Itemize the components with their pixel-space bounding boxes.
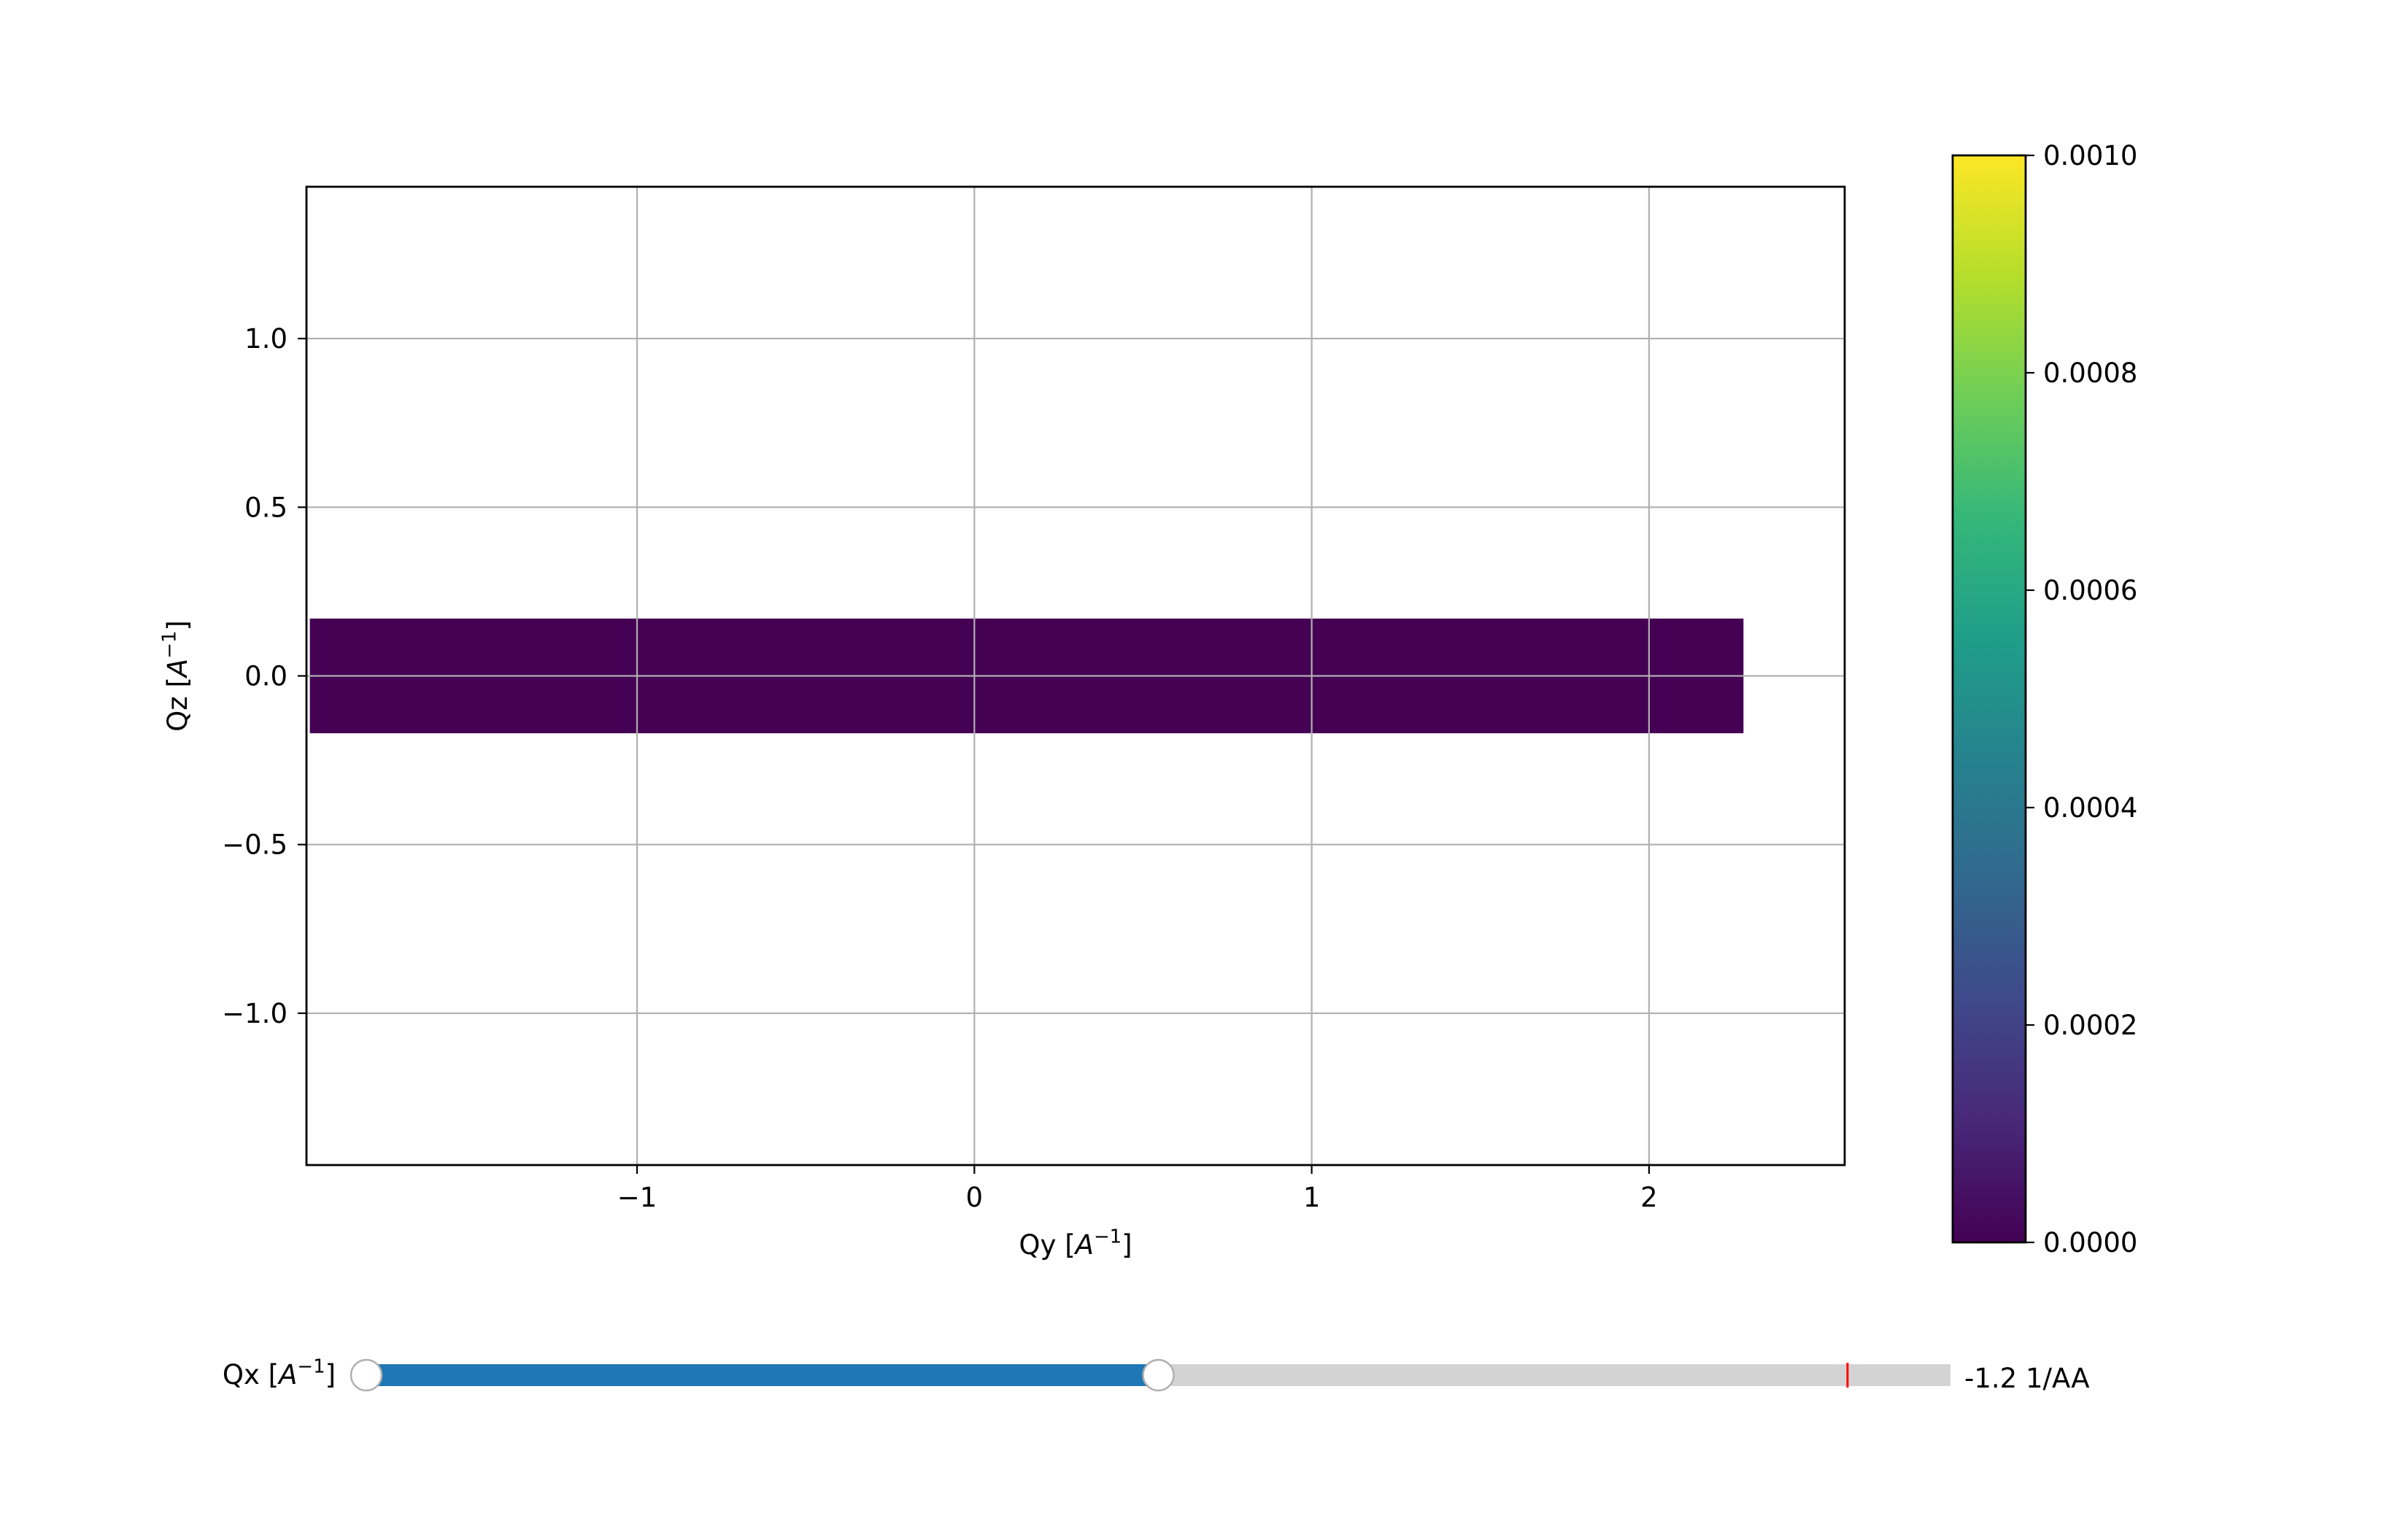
slider-range-fill (366, 1364, 1159, 1386)
slider-handle-min[interactable] (350, 1358, 383, 1392)
x-axis-label: Qy [A−1] (1019, 1226, 1132, 1261)
x-axis-label-close: ] (1122, 1229, 1132, 1261)
y-axis-label: Qz [A−1] (158, 620, 193, 732)
x-tick-label: 0 (966, 1182, 984, 1213)
x-tick-label: 2 (1640, 1182, 1658, 1213)
y-tick-label: 0.5 (244, 492, 288, 523)
main-plot: −1 0 1 21.00.50.0−0.5−1.0Qy [A−1]Qz [A−1] (158, 185, 1846, 1261)
slider-label-text: Qx [ (223, 1359, 279, 1390)
slider-value-text: -1.2 1/AA (1964, 1363, 2090, 1394)
x-tick-label: 1 (1303, 1182, 1321, 1213)
y-axis-label-unit: A (162, 659, 193, 678)
qx-slider[interactable]: Qx [A−1] -1.2 1/AA (223, 1355, 2090, 1394)
x-axis-label-unit: A (1074, 1229, 1094, 1261)
y-tick-label: −0.5 (222, 829, 288, 861)
x-axis-label-exponent: −1 (1094, 1226, 1122, 1247)
y-axis-label-close: ] (162, 620, 193, 630)
y-tick-label: −1.0 (222, 998, 288, 1029)
slider-label-unit: A (277, 1359, 297, 1390)
y-axis-label-text: Qz [ (162, 677, 193, 732)
x-axis-label-text: Qy [ (1019, 1229, 1075, 1261)
slider-label-close: ] (325, 1359, 336, 1390)
slider-handle-max[interactable] (1142, 1358, 1175, 1392)
slider-label: Qx [A−1] (223, 1355, 336, 1390)
slider-label-exponent: −1 (297, 1355, 325, 1377)
colorbar-tick-label: 0.0002 (2043, 1010, 2137, 1041)
colorbar-gradient (1951, 154, 2027, 1244)
colorbar-tick-label: 0.0004 (2043, 792, 2137, 824)
colorbar-tick-label: 0.0010 (2043, 140, 2137, 171)
colorbar-tick-label: 0.0006 (2043, 575, 2137, 606)
colorbar: 0.0000 0.0002 0.0004 0.0006 0.0008 0.0010 (1951, 140, 2137, 1258)
y-tick-label: 1.0 (244, 323, 288, 355)
colorbar-tick-label: 0.0000 (2043, 1227, 2137, 1258)
y-axis-label-exponent: −1 (158, 631, 180, 659)
y-tick-label: 0.0 (244, 661, 288, 692)
colorbar-tick-label: 0.0008 (2043, 357, 2137, 389)
x-tick-label: −1 (617, 1182, 657, 1213)
